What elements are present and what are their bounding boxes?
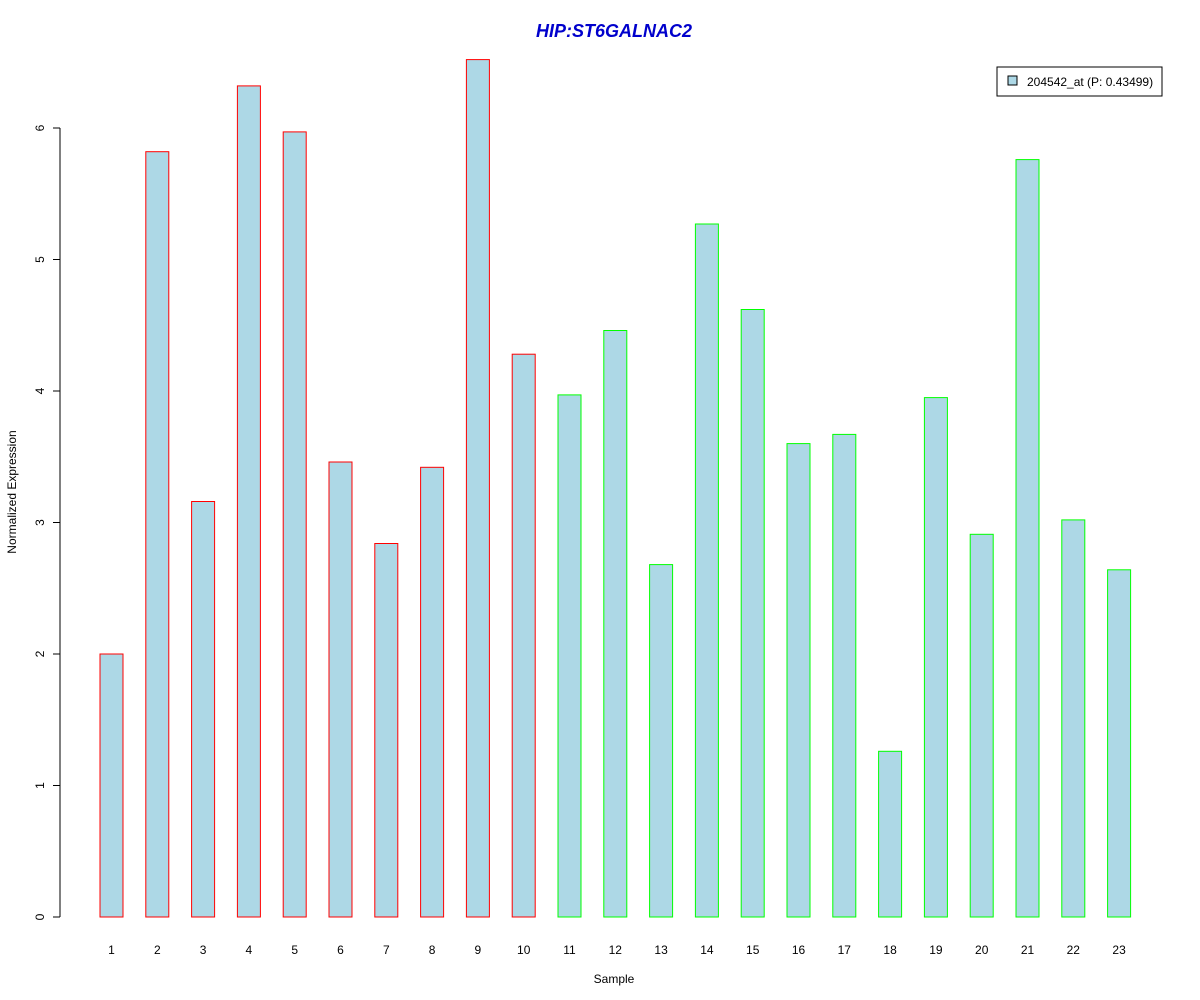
x-tick-label: 18: [883, 943, 897, 957]
legend-box: [996, 66, 1163, 97]
x-tick-label: 3: [200, 943, 207, 957]
x-tick-label: 4: [246, 943, 253, 957]
bar: [557, 394, 582, 918]
bar: [282, 131, 307, 918]
bar: [694, 223, 719, 918]
x-tick-label: 1: [108, 943, 115, 957]
x-tick-label: 2: [154, 943, 161, 957]
bar: [191, 501, 216, 918]
x-tick-label: 8: [429, 943, 436, 957]
x-tick-label: 5: [291, 943, 298, 957]
x-tick-label: 6: [337, 943, 344, 957]
y-axis: 0 1 2 3 4 5 6: [33, 124, 61, 920]
y-tick-label: 4: [33, 387, 47, 394]
x-tick-label: 19: [929, 943, 943, 957]
bar: [374, 543, 399, 918]
y-tick-label: 0: [33, 913, 47, 920]
legend-label: 204542_at (P: 0.43499): [1027, 75, 1153, 89]
x-tick-label: 20: [975, 943, 989, 957]
x-tick-label: 10: [517, 943, 531, 957]
y-axis-label: Normalized Expression: [5, 430, 19, 553]
x-tick-label: 12: [609, 943, 623, 957]
x-axis-tick-labels: 1 2 3 4 5 6 7 8 9 10 11 12 13 14 15 16 17 18 19 20 21 22 23: [108, 943, 1126, 957]
bar: [923, 397, 948, 918]
x-tick-label: 22: [1067, 943, 1081, 957]
bar: [236, 85, 261, 918]
chart-title: HIP:ST6GALNAC2: [536, 21, 692, 41]
bar: [145, 151, 170, 918]
bar: [1107, 569, 1132, 918]
bar: [420, 466, 445, 918]
x-tick-label: 23: [1112, 943, 1126, 957]
bar: [1061, 519, 1086, 918]
bar: [969, 533, 994, 918]
legend-swatch: [1007, 75, 1018, 86]
bars: [99, 59, 1132, 918]
x-tick-label: 17: [838, 943, 852, 957]
bar: [786, 443, 811, 918]
bar: [511, 353, 536, 918]
legend: 204542_at (P: 0.43499): [996, 66, 1163, 97]
y-tick-label: 6: [33, 124, 47, 131]
bar: [832, 433, 857, 918]
x-tick-label: 15: [746, 943, 760, 957]
x-axis-label: Sample: [594, 972, 635, 986]
y-tick-label: 3: [33, 519, 47, 526]
x-tick-label: 21: [1021, 943, 1035, 957]
x-tick-label: 7: [383, 943, 390, 957]
x-tick-label: 11: [563, 943, 576, 957]
bar: [740, 309, 765, 918]
bar: [603, 330, 628, 918]
bar: [99, 653, 124, 918]
x-tick-label: 9: [475, 943, 482, 957]
x-tick-label: 14: [700, 943, 714, 957]
y-tick-label: 2: [33, 650, 47, 657]
bar: [878, 750, 903, 918]
y-tick-label: 5: [33, 256, 47, 263]
bar: [328, 461, 353, 918]
bar: [1015, 159, 1040, 918]
y-tick-label: 1: [33, 782, 47, 789]
x-tick-label: 16: [792, 943, 806, 957]
x-tick-label: 13: [654, 943, 668, 957]
bar: [465, 59, 490, 918]
bar: [649, 564, 674, 918]
